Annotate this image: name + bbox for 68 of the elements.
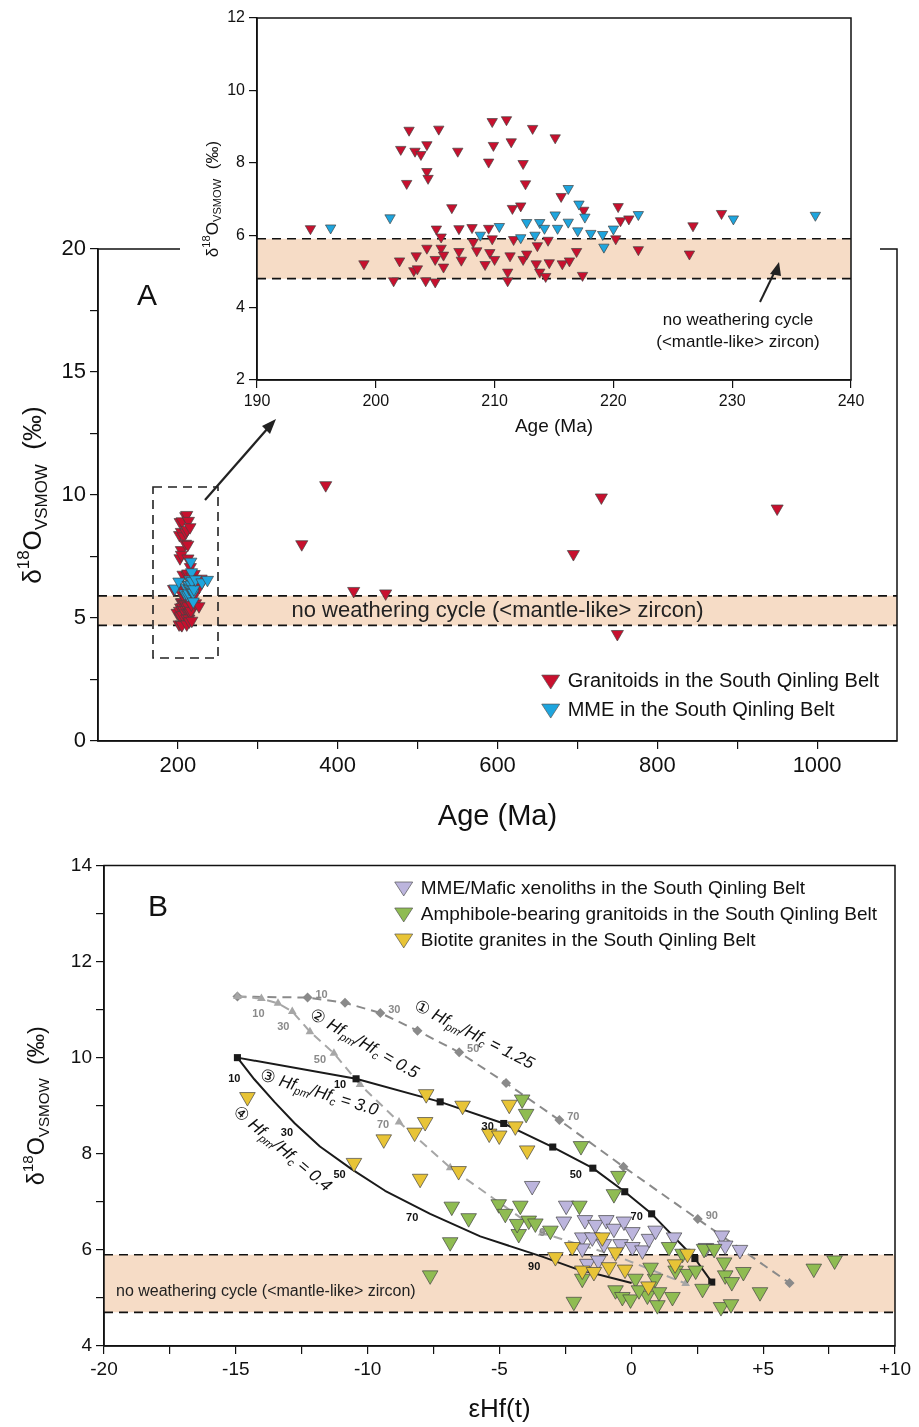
y-tick-label: 10 bbox=[70, 1045, 92, 1067]
y-tick-label: 10 bbox=[227, 80, 246, 98]
annotation: A bbox=[137, 278, 158, 312]
annotation: 70 bbox=[567, 1110, 580, 1123]
annotation: 90 bbox=[705, 1209, 718, 1222]
x-tick-label: 240 bbox=[837, 392, 865, 410]
annotation: 70 bbox=[630, 1209, 643, 1222]
x-tick-label: 200 bbox=[362, 392, 390, 410]
annotation: 50 bbox=[569, 1168, 582, 1181]
y-tick-label: 8 bbox=[81, 1141, 92, 1163]
x-tick-label: 210 bbox=[481, 392, 509, 410]
x-tick-label: -5 bbox=[491, 1357, 508, 1379]
y-tick-label: 5 bbox=[73, 604, 86, 630]
x-tick-label: 200 bbox=[159, 752, 197, 778]
band-label: no weathering cycle (<mantle-like> zircon) bbox=[291, 596, 704, 622]
y-axis-title: δ18OVSMOW (‰) bbox=[13, 406, 51, 584]
annotation: 10 bbox=[252, 1006, 265, 1019]
legend-label: MME/Mafic xenoliths in the South Qinling Belt bbox=[420, 876, 806, 898]
y-tick-label: 6 bbox=[81, 1238, 92, 1260]
annotation: 10 bbox=[315, 987, 328, 1000]
x-tick-label: 400 bbox=[319, 752, 357, 778]
y-tick-label: 0 bbox=[73, 727, 86, 753]
annotation: 50 bbox=[467, 1042, 480, 1055]
y-tick-label: 4 bbox=[81, 1334, 93, 1356]
y-axis-title: δ18OVSMOW (‰) bbox=[199, 140, 224, 258]
x-tick-label: 800 bbox=[638, 752, 676, 778]
annotation: 30 bbox=[388, 1002, 401, 1015]
x-tick-label: 0 bbox=[626, 1357, 637, 1379]
y-tick-label: 12 bbox=[70, 949, 92, 971]
annotation: 50 bbox=[313, 1053, 327, 1066]
legend-label: Amphibole-bearing granitoids in the South Qinling Belt bbox=[420, 902, 878, 924]
band-label: no weathering cycle (<mantle-like> zircon) bbox=[116, 1281, 416, 1299]
x-tick-label: -15 bbox=[222, 1357, 250, 1379]
annotation: 50 bbox=[333, 1168, 346, 1181]
x-tick-label: -10 bbox=[353, 1357, 382, 1379]
y-tick-label: 20 bbox=[61, 235, 86, 261]
y-tick-label: 15 bbox=[61, 358, 86, 384]
y-tick-label: 4 bbox=[236, 298, 246, 316]
annotation: 10 bbox=[333, 1077, 347, 1090]
annotation: 90 bbox=[528, 1259, 541, 1272]
legend-label: Granitoids in the South Qinling Belt bbox=[567, 669, 880, 692]
x-tick-label: +10 bbox=[878, 1357, 912, 1379]
annotation: 70 bbox=[376, 1118, 390, 1131]
annotation: 30 bbox=[481, 1119, 494, 1132]
x-axis-title: Age (Ma) bbox=[437, 799, 558, 831]
y-tick-label: 14 bbox=[70, 853, 93, 875]
x-axis-title: Age (Ma) bbox=[514, 415, 594, 437]
annotation: 70 bbox=[406, 1210, 419, 1223]
x-axis-title: εHf(t) bbox=[468, 1393, 531, 1424]
y-axis-title: δ18OVSMOW (‰) bbox=[19, 1026, 53, 1186]
y-tick-label: 10 bbox=[61, 481, 86, 507]
y-tick-label: 8 bbox=[236, 153, 246, 171]
x-tick-label: 220 bbox=[600, 392, 627, 410]
annotation: B bbox=[148, 889, 169, 923]
x-tick-label: -20 bbox=[90, 1357, 118, 1379]
x-tick-label: 1000 bbox=[792, 752, 842, 778]
y-tick-label: 12 bbox=[227, 8, 246, 26]
x-tick-label: 230 bbox=[718, 392, 746, 410]
annotation: 30 bbox=[280, 1125, 294, 1138]
annotation: no weathering cycle (<mantle-like> zircon) bbox=[656, 309, 820, 351]
y-tick-label: 6 bbox=[236, 225, 246, 243]
x-tick-label: 600 bbox=[479, 752, 516, 778]
annotation: 30 bbox=[277, 1019, 290, 1032]
legend-label: MME in the South Qinling Belt bbox=[567, 698, 835, 721]
y-tick-label: 2 bbox=[236, 370, 246, 388]
x-tick-label: +5 bbox=[752, 1357, 774, 1379]
x-tick-label: 190 bbox=[243, 392, 271, 410]
legend-label: Biotite granites in the South Qinling Belt bbox=[420, 928, 757, 950]
